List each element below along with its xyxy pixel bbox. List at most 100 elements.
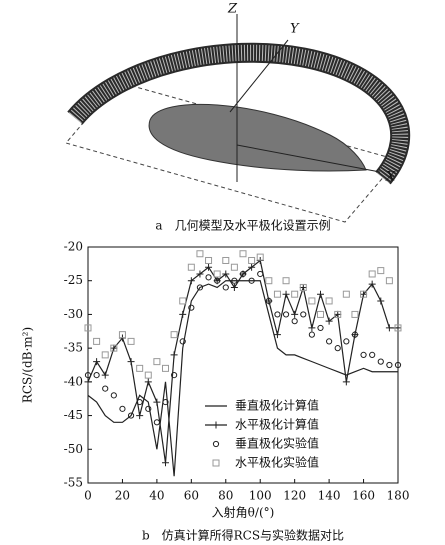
marker <box>351 331 359 338</box>
marker <box>317 310 324 318</box>
marker <box>291 318 298 325</box>
legend-label: 垂直极化计算值 <box>235 398 319 413</box>
marker <box>308 331 315 338</box>
marker <box>230 263 238 271</box>
marker <box>334 310 342 318</box>
marker <box>162 364 169 372</box>
marker <box>205 263 213 271</box>
marker <box>144 371 152 379</box>
marker <box>196 284 204 291</box>
marker <box>162 459 169 467</box>
marker <box>325 317 333 325</box>
marker <box>282 290 290 298</box>
x-tick-label: 0 <box>84 489 92 503</box>
marker <box>351 310 359 318</box>
marker <box>248 256 256 264</box>
marker <box>179 297 187 305</box>
marker <box>299 283 307 291</box>
marker <box>136 364 144 372</box>
marker <box>188 304 195 311</box>
axis-label: X <box>385 170 396 185</box>
marker <box>308 324 316 332</box>
marker <box>127 412 135 419</box>
x-tick-label: 160 <box>352 489 375 503</box>
marker <box>282 311 290 318</box>
marker <box>342 378 350 386</box>
marker <box>136 398 143 406</box>
marker <box>317 290 324 298</box>
marker <box>385 324 393 332</box>
marker <box>342 290 350 298</box>
marker <box>187 277 195 285</box>
marker <box>213 270 221 278</box>
marker <box>273 331 281 339</box>
marker <box>93 372 100 379</box>
y-tick-label: -50 <box>64 442 83 456</box>
marker <box>118 331 126 339</box>
marker <box>93 358 101 366</box>
marker <box>84 378 92 386</box>
y-tick-label: -30 <box>64 307 83 321</box>
marker <box>231 277 238 284</box>
marker <box>248 263 256 271</box>
marker <box>368 270 376 278</box>
marker <box>93 337 101 345</box>
marker <box>205 256 213 264</box>
y-tick-label: -25 <box>64 273 83 287</box>
marker <box>377 267 385 275</box>
y-tick-label: -55 <box>64 476 83 490</box>
marker <box>127 358 135 366</box>
marker <box>144 378 152 386</box>
marker <box>153 358 161 366</box>
x-axis-label: 入射角θ/(°) <box>212 505 275 520</box>
marker <box>369 351 376 358</box>
marker <box>179 338 186 345</box>
marker <box>196 250 204 258</box>
legend-marker <box>212 459 220 467</box>
marker <box>170 351 178 359</box>
ring-hatch <box>68 44 409 184</box>
marker <box>222 284 229 291</box>
marker <box>248 277 255 284</box>
x-tick-label: 180 <box>387 489 410 503</box>
marker <box>153 398 161 406</box>
marker <box>257 270 264 278</box>
marker <box>222 256 230 264</box>
marker <box>291 290 299 298</box>
y-axis-label: RCS/(dB·m²) <box>21 327 35 403</box>
marker <box>317 324 324 332</box>
marker <box>368 280 376 288</box>
marker <box>394 361 402 369</box>
marker <box>299 283 307 291</box>
marker <box>170 331 178 339</box>
x-tick-label: 140 <box>318 489 341 503</box>
marker <box>274 311 281 318</box>
marker <box>325 297 333 305</box>
marker <box>222 270 230 278</box>
marker <box>110 344 118 352</box>
marker <box>187 263 195 271</box>
plot-frame <box>87 246 399 484</box>
marker <box>282 277 290 285</box>
ellipsoid <box>148 103 367 172</box>
marker <box>214 277 221 284</box>
marker <box>265 277 273 285</box>
marker <box>162 398 169 406</box>
marker <box>145 405 152 412</box>
y-tick-label: -35 <box>64 341 83 355</box>
legend-label: 垂直极化实验值 <box>235 436 319 451</box>
y-tick-label: -40 <box>64 374 83 388</box>
marker <box>239 270 247 278</box>
marker <box>230 283 238 291</box>
legend-marker <box>212 440 220 448</box>
x-tick-label: 60 <box>184 489 199 503</box>
marker <box>84 372 92 379</box>
x-tick-label: 120 <box>283 489 306 503</box>
marker <box>334 310 342 318</box>
marker <box>256 253 264 261</box>
caption: a 几何模型及水平极化设置示例 <box>155 219 330 233</box>
marker <box>360 351 367 358</box>
marker <box>360 290 368 298</box>
